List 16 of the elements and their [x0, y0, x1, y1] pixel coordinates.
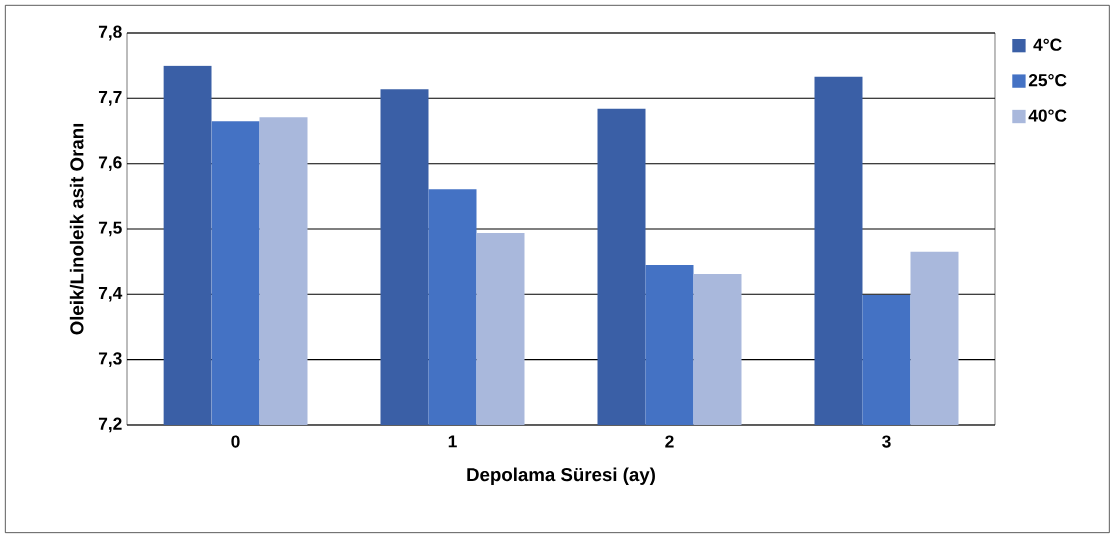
legend-label: 25°C: [1028, 74, 1067, 87]
x-axis-title: Depolama Süresi (ay): [467, 467, 655, 485]
y-tick-label: 7,2: [98, 417, 122, 433]
y-tick-label: 7,5: [98, 221, 122, 237]
x-tick-label: 0: [231, 435, 240, 448]
y-axis-title: Oleik/Linoleik asit Oranı: [69, 123, 84, 335]
legend-label: 40°C: [1028, 109, 1067, 122]
x-tick-label: 1: [448, 435, 457, 448]
x-tick-label: 3: [882, 435, 891, 448]
x-tick-label: 2: [665, 435, 674, 448]
y-tick-label: 7,8: [98, 25, 122, 41]
y-tick-label: 7,3: [98, 352, 122, 368]
y-tick-label: 7,6: [98, 156, 122, 172]
y-tick-label: 7,4: [98, 287, 123, 302]
legend-label: 4°C: [1033, 38, 1062, 51]
y-tick-label: 7,7: [98, 91, 122, 106]
